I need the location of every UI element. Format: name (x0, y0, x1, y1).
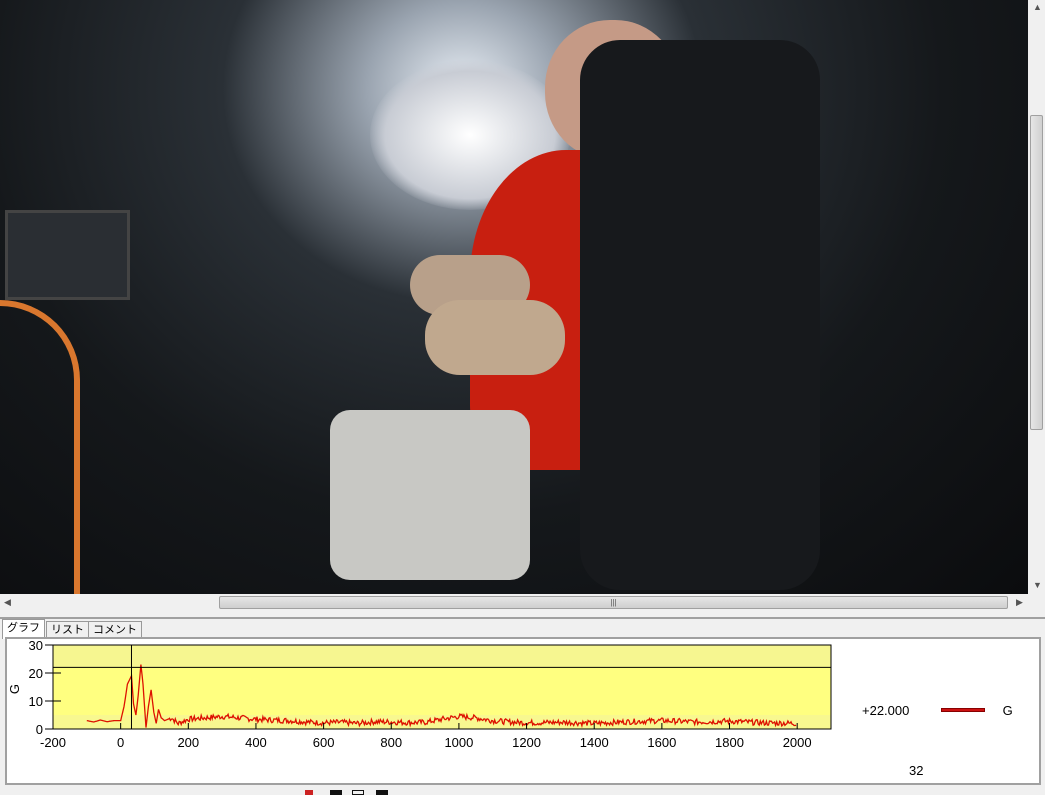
scroll-right-icon[interactable]: ▶ (1016, 597, 1023, 607)
legend: +22.000 G (862, 703, 1013, 718)
scroll-up-icon[interactable]: ▲ (1033, 2, 1042, 12)
x-tick-label: 2000 (783, 735, 812, 750)
vertical-scroll-thumb[interactable] (1030, 115, 1043, 430)
y-tick-label: 30 (29, 639, 43, 653)
series-line (86, 664, 797, 729)
toolbar-icon[interactable] (352, 790, 364, 795)
y-tick-label: 0 (36, 722, 43, 737)
dummy-arm (425, 300, 565, 375)
horizontal-scrollbar[interactable]: ◀ ||| ▶ (0, 594, 1028, 611)
x-tick-label: 200 (177, 735, 199, 750)
x-tick-label: 800 (380, 735, 402, 750)
x-tick-label: -200 (40, 735, 66, 750)
toolbar-icon[interactable] (376, 790, 388, 795)
tab-comment[interactable]: コメント (88, 621, 142, 639)
x-tick-label: 1400 (580, 735, 609, 750)
scroll-down-icon[interactable]: ▼ (1033, 580, 1042, 590)
x-tick-label: 0 (117, 735, 124, 750)
toolbar-icon[interactable] (330, 790, 342, 795)
x-tick-label: 1800 (715, 735, 744, 750)
tab-list[interactable]: リスト (46, 621, 89, 639)
horizontal-scroll-thumb[interactable]: ||| (219, 596, 1008, 609)
y-axis-label: G (7, 684, 22, 694)
video-frame (0, 0, 1028, 594)
upper-band (53, 645, 831, 668)
scroll-left-icon[interactable]: ◀ (4, 597, 11, 607)
toolbar (0, 787, 1045, 795)
plot-border (52, 644, 832, 730)
dashboard-screen (5, 210, 130, 300)
tab-bar: グラフ リスト コメント (0, 617, 1045, 639)
legend-value: +22.000 (862, 703, 910, 718)
legend-line (940, 708, 985, 713)
x-tick-label: 1200 (512, 735, 541, 750)
chart[interactable]: -200 0 200 400 600 800 1000 1200 1400 1600 1800 200… (7, 639, 1039, 783)
y-tick-label: 10 (29, 694, 43, 709)
y-tick-label: 20 (29, 666, 43, 681)
seat (580, 40, 820, 590)
graph-panel: -200 0 200 400 600 800 1000 1200 1400 1600 1800 200… (5, 637, 1041, 785)
cursor-time: 32 (909, 763, 924, 778)
x-tick-label: 400 (245, 735, 267, 750)
x-tick-label: 1600 (647, 735, 676, 750)
x-tick-label: 600 (313, 735, 335, 750)
tab-graph[interactable]: グラフ (2, 619, 45, 639)
x-tick-label: 1000 (444, 735, 473, 750)
vertical-scrollbar[interactable]: ▲ ▼ (1028, 0, 1045, 594)
dummy-legs (330, 410, 530, 580)
toolbar-icon[interactable] (305, 790, 313, 795)
cable (0, 300, 80, 594)
legend-series-name: G (1002, 703, 1013, 718)
